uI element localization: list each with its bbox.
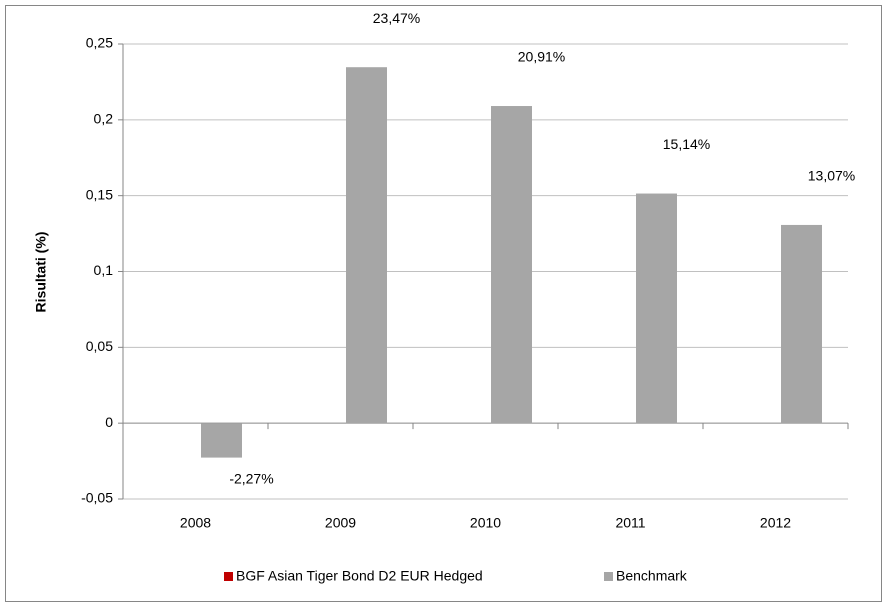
y-tick-label: 0,15 xyxy=(86,186,113,202)
x-tick-label: 2008 xyxy=(180,515,211,531)
data-label: 23,47% xyxy=(373,10,420,26)
bar xyxy=(636,193,677,424)
x-tick-label: 2011 xyxy=(615,515,645,531)
y-tick-label: 0,1 xyxy=(94,262,114,278)
y-tick-label: -0,05 xyxy=(81,490,113,506)
y-tick-label: 0 xyxy=(105,414,113,430)
data-label: 15,14% xyxy=(663,136,710,152)
data-label: 13,07% xyxy=(808,168,855,184)
data-label: -2,27% xyxy=(229,470,273,486)
y-tick-label: 0,05 xyxy=(86,338,113,354)
bar xyxy=(781,224,822,424)
y-tick-label: 0,25 xyxy=(86,35,113,51)
bar xyxy=(346,67,387,424)
legend-label: BGF Asian Tiger Bond D2 EUR Hedged xyxy=(236,568,483,584)
x-tick-label: 2012 xyxy=(760,515,791,531)
legend-swatch xyxy=(224,572,233,581)
legend-swatch xyxy=(604,572,613,581)
y-tick-label: 0,2 xyxy=(94,111,114,127)
x-tick-label: 2009 xyxy=(325,515,356,531)
bar xyxy=(201,423,242,458)
chart-border xyxy=(5,5,882,602)
x-tick-label: 2010 xyxy=(470,515,501,531)
y-axis-label: Risultati (%) xyxy=(33,232,49,313)
data-label: 20,91% xyxy=(518,49,565,65)
legend-label: Benchmark xyxy=(616,568,688,584)
bar xyxy=(491,106,532,424)
